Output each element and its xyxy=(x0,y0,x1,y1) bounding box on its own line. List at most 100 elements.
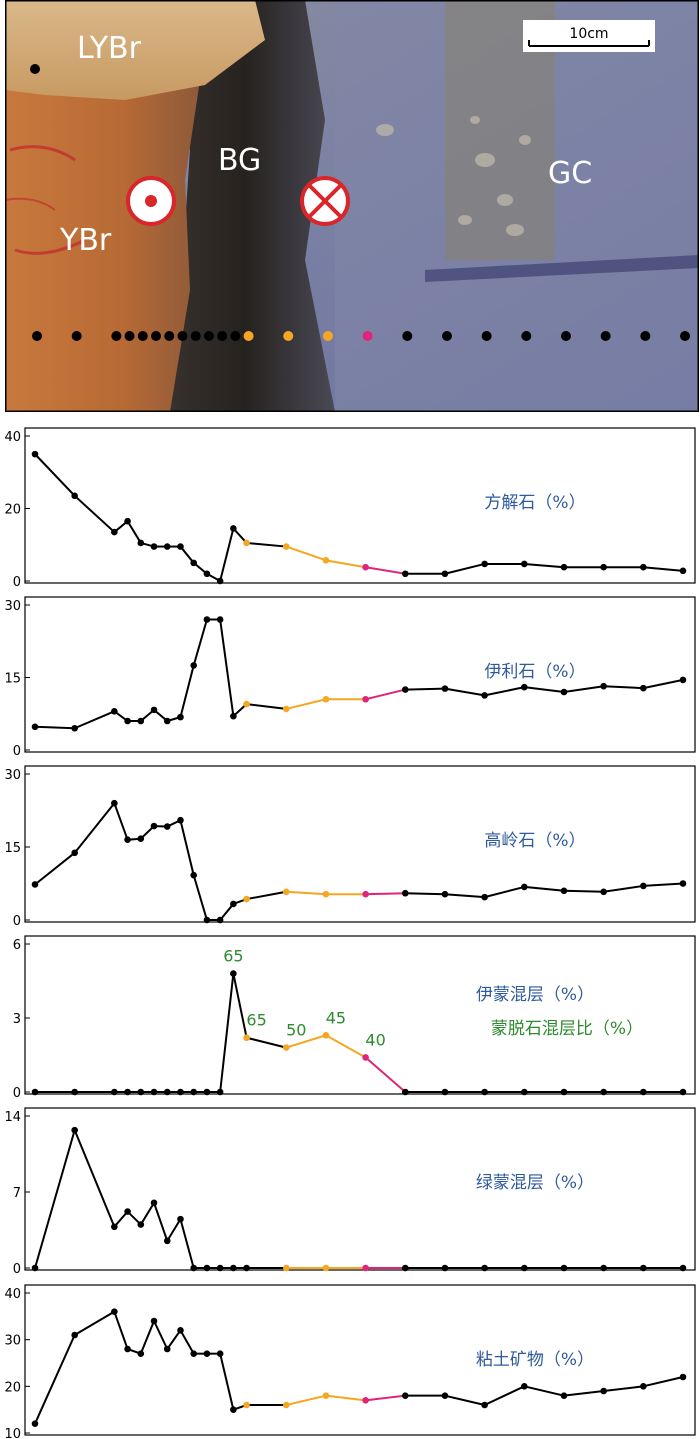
sample-dot xyxy=(402,331,413,341)
series-segment xyxy=(139,1320,155,1355)
data-point xyxy=(71,1088,78,1096)
data-point xyxy=(560,688,568,696)
data-point xyxy=(282,705,290,713)
sample-dot xyxy=(164,331,175,341)
y-tick-label: 14 xyxy=(4,1110,21,1125)
series-segment xyxy=(246,703,287,710)
data-point xyxy=(203,570,211,578)
data-point xyxy=(521,1088,528,1096)
data-point xyxy=(243,700,250,708)
series-segment xyxy=(179,545,195,564)
data-point xyxy=(282,543,290,550)
data-point xyxy=(640,1264,647,1272)
series-segment xyxy=(219,973,235,1093)
sample-dot xyxy=(640,331,651,341)
data-point xyxy=(216,1088,224,1096)
label-lybr: LYBr xyxy=(77,31,142,66)
data-label: 40 xyxy=(365,1030,385,1049)
series-segment xyxy=(73,495,116,533)
data-point xyxy=(401,686,409,693)
sample-dot xyxy=(600,331,611,341)
data-point xyxy=(322,890,330,898)
data-label: 50 xyxy=(286,1021,306,1040)
series-segment xyxy=(34,1129,76,1269)
data-point xyxy=(71,1331,78,1339)
data-point xyxy=(124,717,131,725)
series-segment xyxy=(179,665,195,718)
data-point xyxy=(441,890,449,898)
data-point xyxy=(322,1031,330,1039)
data-point xyxy=(163,1088,171,1096)
series-segment xyxy=(73,1129,116,1228)
series-segment xyxy=(405,687,445,691)
series-segment xyxy=(643,1376,684,1388)
data-point xyxy=(163,717,171,725)
series-segment xyxy=(34,852,76,886)
data-point xyxy=(163,823,171,830)
data-point xyxy=(322,695,330,703)
outcrop-photo: 10cm LYBr YBr BG GC xyxy=(5,0,699,412)
data-point xyxy=(190,1088,197,1096)
sample-dot xyxy=(151,331,162,341)
series-segment xyxy=(246,890,287,901)
data-point xyxy=(401,889,409,897)
data-point xyxy=(521,1383,528,1390)
series-segment xyxy=(405,892,445,896)
sample-dot xyxy=(217,331,228,341)
series-segment xyxy=(285,545,327,562)
panel-title: 高岭石（%） xyxy=(484,831,585,851)
data-point xyxy=(600,563,607,571)
data-point xyxy=(243,1401,250,1409)
series-segment xyxy=(34,725,75,730)
data-point xyxy=(216,916,224,924)
series-segment xyxy=(444,687,485,697)
series-segment xyxy=(219,619,235,717)
data-point xyxy=(640,1088,647,1096)
series-segment xyxy=(126,520,142,544)
data-point xyxy=(441,685,449,692)
data-point xyxy=(401,1392,409,1399)
series-segment xyxy=(524,1385,565,1397)
sample-dot xyxy=(111,331,122,341)
data-point xyxy=(31,1420,39,1427)
series-segment xyxy=(325,1394,366,1402)
data-point xyxy=(163,543,171,550)
series-segment xyxy=(603,1385,644,1392)
data-point xyxy=(150,822,158,830)
data-point xyxy=(230,712,237,720)
data-point xyxy=(481,1401,488,1409)
data-point xyxy=(190,1264,197,1272)
series-segment xyxy=(34,453,76,497)
chart-panel-6: 10 20 30 40 粘土矿物（%） xyxy=(4,1284,696,1439)
data-point xyxy=(560,1088,568,1096)
data-point xyxy=(71,492,78,500)
data-point xyxy=(150,1088,158,1096)
data-point xyxy=(362,1264,369,1272)
data-point xyxy=(481,560,488,568)
sample-dot xyxy=(680,331,690,341)
series-segment xyxy=(179,1218,195,1269)
data-point xyxy=(230,525,237,532)
into-page-icon xyxy=(300,176,350,226)
y-tick-label: 3 xyxy=(13,1012,21,1027)
data-point xyxy=(560,887,568,895)
chart-panel-5: 0 7 14 绿蒙混层（%） xyxy=(4,1107,696,1277)
data-point xyxy=(560,563,568,571)
y-tick-label: 0 xyxy=(13,914,21,929)
series-segment xyxy=(73,802,116,854)
scale-bar-label: 10cm xyxy=(569,26,608,42)
data-point xyxy=(481,893,488,901)
series-segment xyxy=(444,1394,485,1406)
series-segment xyxy=(524,885,565,892)
data-point xyxy=(362,695,369,703)
data-point xyxy=(362,1054,369,1061)
sample-dot xyxy=(190,331,201,341)
data-point xyxy=(111,799,118,807)
lybr-zone xyxy=(5,0,265,100)
data-point xyxy=(282,1401,290,1409)
sample-dot xyxy=(71,331,82,341)
panel-frame xyxy=(24,1107,696,1271)
data-point xyxy=(282,888,290,896)
series-segment xyxy=(166,1329,182,1350)
